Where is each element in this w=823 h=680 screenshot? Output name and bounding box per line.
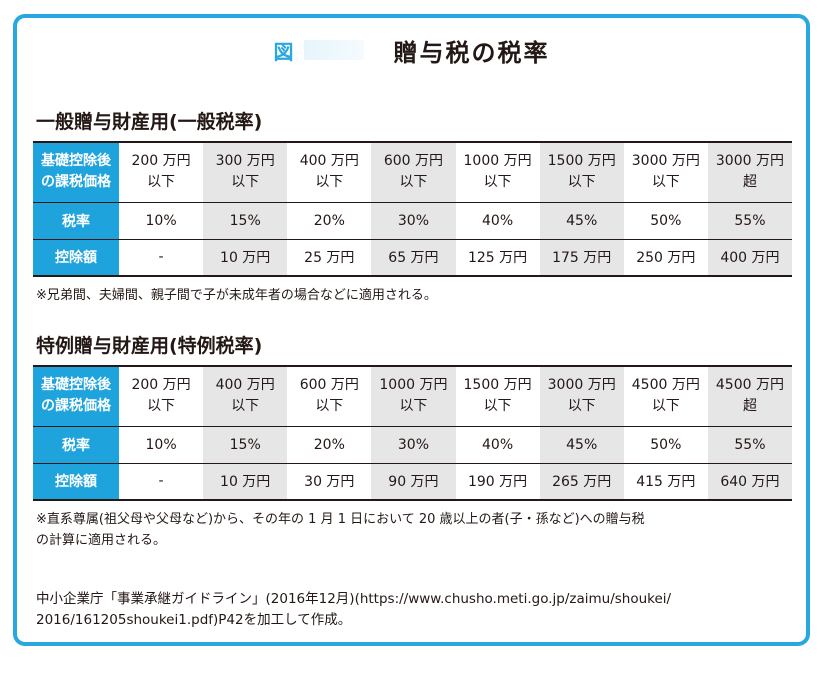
rate-cell: 30% xyxy=(371,201,456,240)
bracket-cell: 1000 万円 以下 xyxy=(371,365,456,427)
general-note: ※兄弟間、夫婦間、親子間で子が未成年者の場合などに適用される。 xyxy=(36,288,437,303)
rate-cell: 40% xyxy=(455,201,540,240)
deduction-cell: - xyxy=(119,462,204,501)
table-row: 基礎控除後 の課税価格 200 万円 以下 400 万円 以下 600 万円 以下 1… xyxy=(33,365,792,427)
special-note-line2: の計算に適用される。 xyxy=(36,533,167,548)
bracket-cell: 4500 万円超 xyxy=(707,365,792,427)
deduction-cell: 265 万円 xyxy=(539,462,624,501)
rate-cell: 15% xyxy=(203,425,288,464)
bracket-cell: 4500 万円 以下 xyxy=(623,365,708,427)
bracket-cell: 600 万円 以下 xyxy=(371,141,456,203)
bracket-cell: 3000 万円 以下 xyxy=(623,141,708,203)
rate-cell: 55% xyxy=(707,425,792,464)
deduction-cell: 125 万円 xyxy=(455,238,540,277)
source-line1: 中小企業庁「事業承継ガイドライン」(2016年12月)(https://www.… xyxy=(36,591,672,607)
bracket-cell: 400 万円 以下 xyxy=(287,141,372,203)
rate-cell: 50% xyxy=(623,201,708,240)
table-row: 控除額 - 10 万円 30 万円 90 万円 190 万円 265 万円 41… xyxy=(33,462,792,501)
figure-label-bar xyxy=(303,40,364,60)
rate-cell: 55% xyxy=(707,201,792,240)
row-header-deduction: 控除額 xyxy=(33,462,119,501)
rate-cell: 10% xyxy=(119,201,204,240)
rate-cell: 15% xyxy=(203,201,288,240)
bracket-cell: 200 万円 以下 xyxy=(119,365,204,427)
rate-cell: 45% xyxy=(539,425,624,464)
bracket-cell: 400 万円 以下 xyxy=(203,365,288,427)
general-rate-table: 基礎控除後 の課税価格 200 万円 以下 300 万円 以下 400 万円 以下 6… xyxy=(33,141,792,277)
rate-cell: 20% xyxy=(287,201,372,240)
deduction-cell: 10 万円 xyxy=(203,462,288,501)
table-row: 税率 10% 15% 20% 30% 40% 45% 50% 55% xyxy=(33,425,792,464)
deduction-cell: 250 万円 xyxy=(623,238,708,277)
bracket-cell: 1000 万円 以下 xyxy=(455,141,540,203)
row-header-taxable-amount: 基礎控除後 の課税価格 xyxy=(33,141,119,203)
deduction-cell: 25 万円 xyxy=(287,238,372,277)
deduction-cell: 30 万円 xyxy=(287,462,372,501)
table-row: 税率 10% 15% 20% 30% 40% 45% 50% 55% xyxy=(33,201,792,240)
row-header-rate: 税率 xyxy=(33,201,119,240)
rate-cell: 40% xyxy=(455,425,540,464)
source-citation: 中小企業庁「事業承継ガイドライン」(2016年12月)(https://www.… xyxy=(36,589,796,631)
rate-cell: 10% xyxy=(119,425,204,464)
deduction-cell: - xyxy=(119,238,204,277)
figure-label: 図 xyxy=(273,39,294,64)
deduction-cell: 640 万円 xyxy=(707,462,792,501)
deduction-cell: 10 万円 xyxy=(203,238,288,277)
table-row: 基礎控除後 の課税価格 200 万円 以下 300 万円 以下 400 万円 以下 6… xyxy=(33,141,792,203)
row-header-taxable-amount: 基礎控除後 の課税価格 xyxy=(33,365,119,427)
rate-cell: 50% xyxy=(623,425,708,464)
rate-cell: 45% xyxy=(539,201,624,240)
bracket-cell: 1500 万円 以下 xyxy=(455,365,540,427)
special-rate-table: 基礎控除後 の課税価格 200 万円 以下 400 万円 以下 600 万円 以下 1… xyxy=(33,365,792,501)
special-note-line1: ※直系尊属(祖父母や父母など)から、その年の 1 月 1 日において 20 歳以… xyxy=(36,512,645,527)
figure-title-text: 贈与税の税率 xyxy=(393,38,550,67)
special-note: ※直系尊属(祖父母や父母など)から、その年の 1 月 1 日において 20 歳以… xyxy=(36,509,645,551)
deduction-cell: 400 万円 xyxy=(707,238,792,277)
deduction-cell: 90 万円 xyxy=(371,462,456,501)
figure-frame xyxy=(13,14,810,646)
rate-cell: 20% xyxy=(287,425,372,464)
rate-cell: 30% xyxy=(371,425,456,464)
bracket-cell: 600 万円 以下 xyxy=(287,365,372,427)
deduction-cell: 65 万円 xyxy=(371,238,456,277)
bracket-cell: 3000 万円 以下 xyxy=(539,365,624,427)
source-line2: 2016/161205shoukei1.pdf)P42を加工して作成。 xyxy=(36,612,352,628)
figure-title: 図 贈与税の税率 xyxy=(0,30,823,70)
bracket-cell: 3000 万円超 xyxy=(707,141,792,203)
deduction-cell: 415 万円 xyxy=(623,462,708,501)
row-header-rate: 税率 xyxy=(33,425,119,464)
bracket-cell: 200 万円 以下 xyxy=(119,141,204,203)
table-row: 控除額 - 10 万円 25 万円 65 万円 125 万円 175 万円 25… xyxy=(33,238,792,277)
deduction-cell: 175 万円 xyxy=(539,238,624,277)
deduction-cell: 190 万円 xyxy=(455,462,540,501)
bracket-cell: 1500 万円 以下 xyxy=(539,141,624,203)
general-section-title: 一般贈与財産用(一般税率) xyxy=(36,111,263,133)
row-header-deduction: 控除額 xyxy=(33,238,119,277)
special-section-title: 特例贈与財産用(特例税率) xyxy=(36,335,263,357)
bracket-cell: 300 万円 以下 xyxy=(203,141,288,203)
